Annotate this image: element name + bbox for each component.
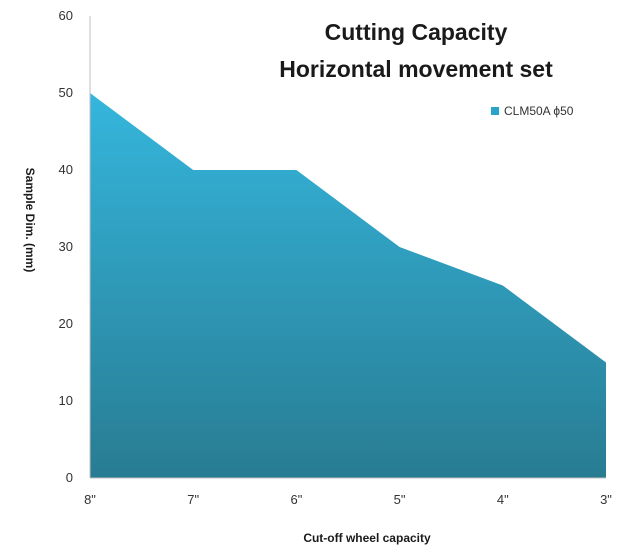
y-axis-title: Sample Dim. (mm)	[23, 168, 37, 273]
y-tick-label: 50	[59, 85, 73, 100]
x-tick-label: 6"	[290, 492, 302, 507]
legend-label: CLM50A ϕ50	[504, 104, 574, 118]
x-tick-label: 7"	[187, 492, 199, 507]
y-tick-label: 60	[59, 8, 73, 23]
legend: CLM50A ϕ50	[491, 104, 574, 118]
x-tick-label: 5"	[394, 492, 406, 507]
legend-swatch	[491, 107, 499, 115]
chart-title-line-1: Cutting Capacity	[325, 19, 508, 45]
x-axis-title: Cut-off wheel capacity	[303, 531, 431, 545]
y-tick-label: 30	[59, 239, 73, 254]
x-tick-label: 4"	[497, 492, 509, 507]
y-tick-label: 40	[59, 162, 73, 177]
chart-title-line-2: Horizontal movement set	[279, 56, 553, 82]
x-tick-label: 8"	[84, 492, 96, 507]
y-tick-label: 0	[66, 470, 73, 485]
x-tick-label: 3"	[600, 492, 612, 507]
area-series	[90, 93, 606, 478]
y-tick-label: 10	[59, 393, 73, 408]
y-tick-label: 20	[59, 316, 73, 331]
